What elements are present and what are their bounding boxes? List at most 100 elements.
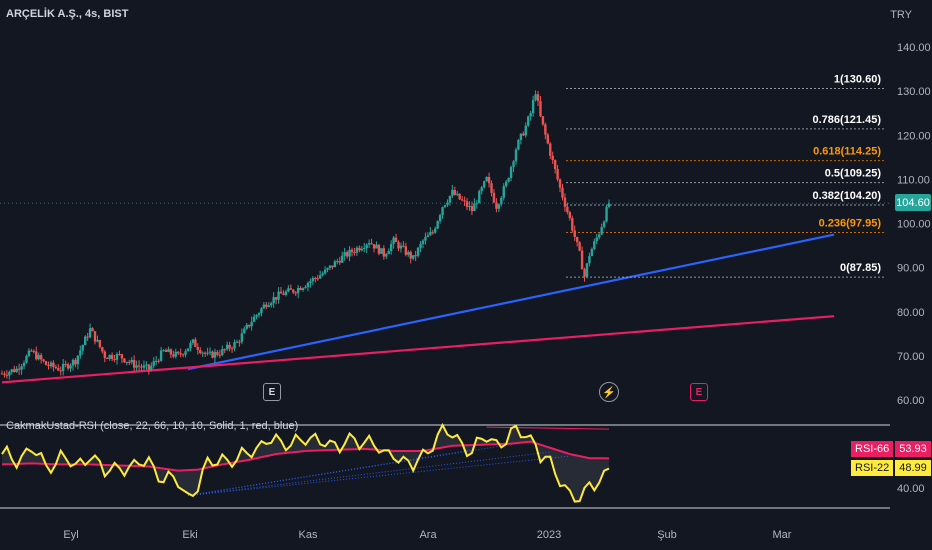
candle	[495, 202, 498, 209]
candle	[419, 243, 422, 248]
candle	[44, 361, 48, 366]
x-tick-label: Kas	[299, 529, 318, 541]
candle	[32, 351, 36, 353]
candle	[74, 359, 77, 365]
candle	[431, 232, 434, 234]
candle	[57, 368, 60, 371]
candle	[585, 263, 589, 277]
candle	[228, 344, 231, 349]
candle	[245, 324, 248, 329]
candle	[47, 365, 50, 367]
candle	[397, 242, 400, 249]
candle	[563, 197, 567, 207]
rsi-fill	[2, 425, 609, 502]
candle	[409, 252, 412, 259]
candle	[407, 252, 410, 255]
candle	[583, 269, 586, 277]
candle	[524, 125, 527, 136]
candle	[240, 333, 244, 342]
rsi-divergence-line	[187, 443, 517, 497]
candle	[296, 287, 300, 294]
candle	[355, 247, 359, 253]
candle	[575, 236, 579, 243]
candle	[517, 140, 520, 150]
candle	[566, 206, 569, 213]
candle	[593, 241, 596, 249]
rsi22-value: 48.99	[895, 460, 931, 476]
candle	[314, 278, 317, 280]
candle	[49, 362, 53, 367]
candle	[514, 149, 518, 162]
candle	[150, 365, 153, 370]
candle	[265, 304, 268, 307]
candle	[96, 340, 99, 342]
candle	[372, 244, 376, 249]
candle	[573, 230, 576, 237]
candle	[294, 292, 297, 294]
candle	[211, 351, 214, 358]
candle	[588, 256, 591, 264]
lightning-icon[interactable]: ⚡	[599, 382, 619, 402]
candle	[91, 328, 94, 332]
last-price-tag: 104.60	[895, 194, 931, 211]
candle	[468, 206, 471, 208]
earnings-marker[interactable]: E	[690, 383, 708, 401]
candle	[485, 176, 488, 182]
candle	[284, 291, 288, 295]
candle	[20, 366, 23, 370]
candle	[17, 368, 21, 370]
candle	[529, 113, 532, 117]
candle	[201, 352, 204, 354]
candle	[88, 328, 92, 338]
candle	[336, 261, 339, 263]
candle	[287, 288, 290, 292]
candle	[348, 249, 351, 257]
symbol-title[interactable]: ARÇELİK A.Ş., 4s, BIST	[6, 8, 129, 20]
candle	[61, 363, 65, 371]
candle	[480, 187, 483, 191]
y-tick-label: 110.00	[897, 174, 930, 186]
candle	[225, 344, 229, 350]
candle	[184, 351, 187, 355]
candle	[142, 365, 146, 368]
candle	[174, 351, 177, 357]
indicator-title[interactable]: CakmakUstad-RSI (close, 22, 66, 10, 10, …	[6, 420, 299, 432]
candle	[309, 281, 312, 284]
candle	[277, 291, 280, 300]
candle	[15, 368, 18, 372]
candle	[181, 354, 185, 356]
candle	[106, 358, 109, 360]
rsi66-value: 53.93	[895, 441, 931, 457]
candle	[157, 360, 160, 362]
candle	[443, 205, 447, 208]
rsi-slow-line	[1, 440, 610, 472]
candle	[590, 248, 594, 257]
candle	[522, 133, 525, 136]
candle	[434, 228, 437, 233]
candle	[267, 305, 270, 307]
y-tick-label: 140.00	[897, 42, 931, 54]
candle	[5, 374, 9, 376]
x-tick-label: Mar	[773, 529, 792, 541]
candle	[250, 321, 253, 327]
candle	[338, 261, 341, 263]
candle	[598, 234, 601, 238]
candle	[13, 369, 16, 372]
rsi-divergence-line	[187, 455, 570, 497]
candle	[39, 355, 43, 360]
candle	[505, 181, 508, 187]
earnings-marker[interactable]: E	[263, 383, 281, 401]
candle	[25, 355, 28, 363]
fib-level-label: 0(87.85)	[840, 262, 881, 274]
candle	[186, 348, 190, 352]
candle	[101, 347, 104, 352]
candle	[438, 215, 442, 222]
candle	[306, 283, 310, 287]
y-tick-label: 70.00	[897, 351, 925, 363]
candle	[331, 265, 334, 268]
candle	[248, 324, 251, 327]
candle	[123, 358, 126, 363]
candle	[64, 363, 67, 365]
